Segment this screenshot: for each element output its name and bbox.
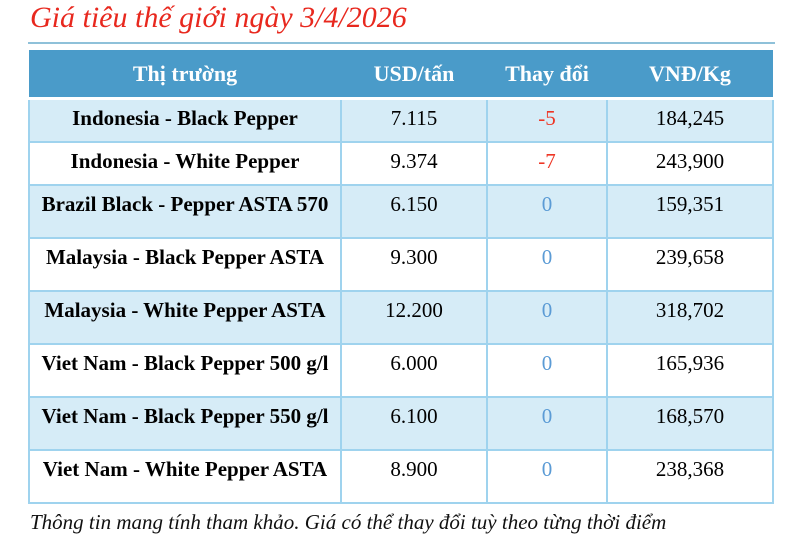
vnd-cell: 184,245 [606, 97, 774, 143]
market-cell: Viet Nam - Black Pepper 500 g/l [28, 342, 342, 398]
vnd-cell: 243,900 [606, 140, 774, 186]
change-cell: 0 [486, 289, 608, 345]
market-cell: Brazil Black - Pepper ASTA 570 [28, 183, 342, 239]
footer-note: Thông tin mang tính tham khảo. Giá có th… [30, 510, 667, 534]
table-row: Viet Nam - Black Pepper 550 g/l 6.100 0 … [28, 395, 774, 451]
table-row: Brazil Black - Pepper ASTA 570 6.150 0 1… [28, 183, 774, 239]
usd-cell: 9.374 [340, 140, 488, 186]
usd-cell: 9.300 [340, 236, 488, 292]
vnd-cell: 238,368 [606, 448, 774, 504]
change-cell: 0 [486, 236, 608, 292]
usd-cell: 6.150 [340, 183, 488, 239]
change-cell: 0 [486, 395, 608, 451]
vnd-cell: 239,658 [606, 236, 774, 292]
change-cell: -5 [486, 97, 608, 143]
table-row: Viet Nam - White Pepper ASTA 8.900 0 238… [28, 448, 774, 504]
usd-cell: 12.200 [340, 289, 488, 345]
table-header-row: Thị trường USD/tấn Thay đổi VNĐ/Kg [29, 50, 773, 100]
market-cell: Viet Nam - White Pepper ASTA [28, 448, 342, 504]
vnd-cell: 318,702 [606, 289, 774, 345]
table-row: Indonesia - Black Pepper 7.115 -5 184,24… [28, 97, 774, 143]
change-cell: -7 [486, 140, 608, 186]
market-cell: Indonesia - Black Pepper [28, 97, 342, 143]
usd-cell: 6.000 [340, 342, 488, 398]
table-row: Malaysia - White Pepper ASTA 12.200 0 31… [28, 289, 774, 345]
column-header-market: Thị trường [29, 50, 341, 100]
table-row: Viet Nam - Black Pepper 500 g/l 6.000 0 … [28, 342, 774, 398]
change-cell: 0 [486, 342, 608, 398]
pepper-price-table: Thị trường USD/tấn Thay đổi VNĐ/Kg Indon… [28, 50, 774, 504]
market-cell: Indonesia - White Pepper [28, 140, 342, 186]
column-header-change: Thay đổi [487, 50, 607, 100]
column-header-vnd: VNĐ/Kg [607, 50, 773, 100]
vnd-cell: 159,351 [606, 183, 774, 239]
usd-cell: 8.900 [340, 448, 488, 504]
change-cell: 0 [486, 448, 608, 504]
column-header-usd: USD/tấn [341, 50, 487, 100]
market-cell: Viet Nam - Black Pepper 550 g/l [28, 395, 342, 451]
change-cell: 0 [486, 183, 608, 239]
vnd-cell: 168,570 [606, 395, 774, 451]
table-row: Indonesia - White Pepper 9.374 -7 243,90… [28, 140, 774, 186]
table-row: Malaysia - Black Pepper ASTA 9.300 0 239… [28, 236, 774, 292]
market-cell: Malaysia - White Pepper ASTA [28, 289, 342, 345]
title-underline [28, 42, 775, 44]
page-title: Giá tiêu thế giới ngày 3/4/2026 [30, 1, 407, 34]
market-cell: Malaysia - Black Pepper ASTA [28, 236, 342, 292]
usd-cell: 7.115 [340, 97, 488, 143]
vnd-cell: 165,936 [606, 342, 774, 398]
usd-cell: 6.100 [340, 395, 488, 451]
